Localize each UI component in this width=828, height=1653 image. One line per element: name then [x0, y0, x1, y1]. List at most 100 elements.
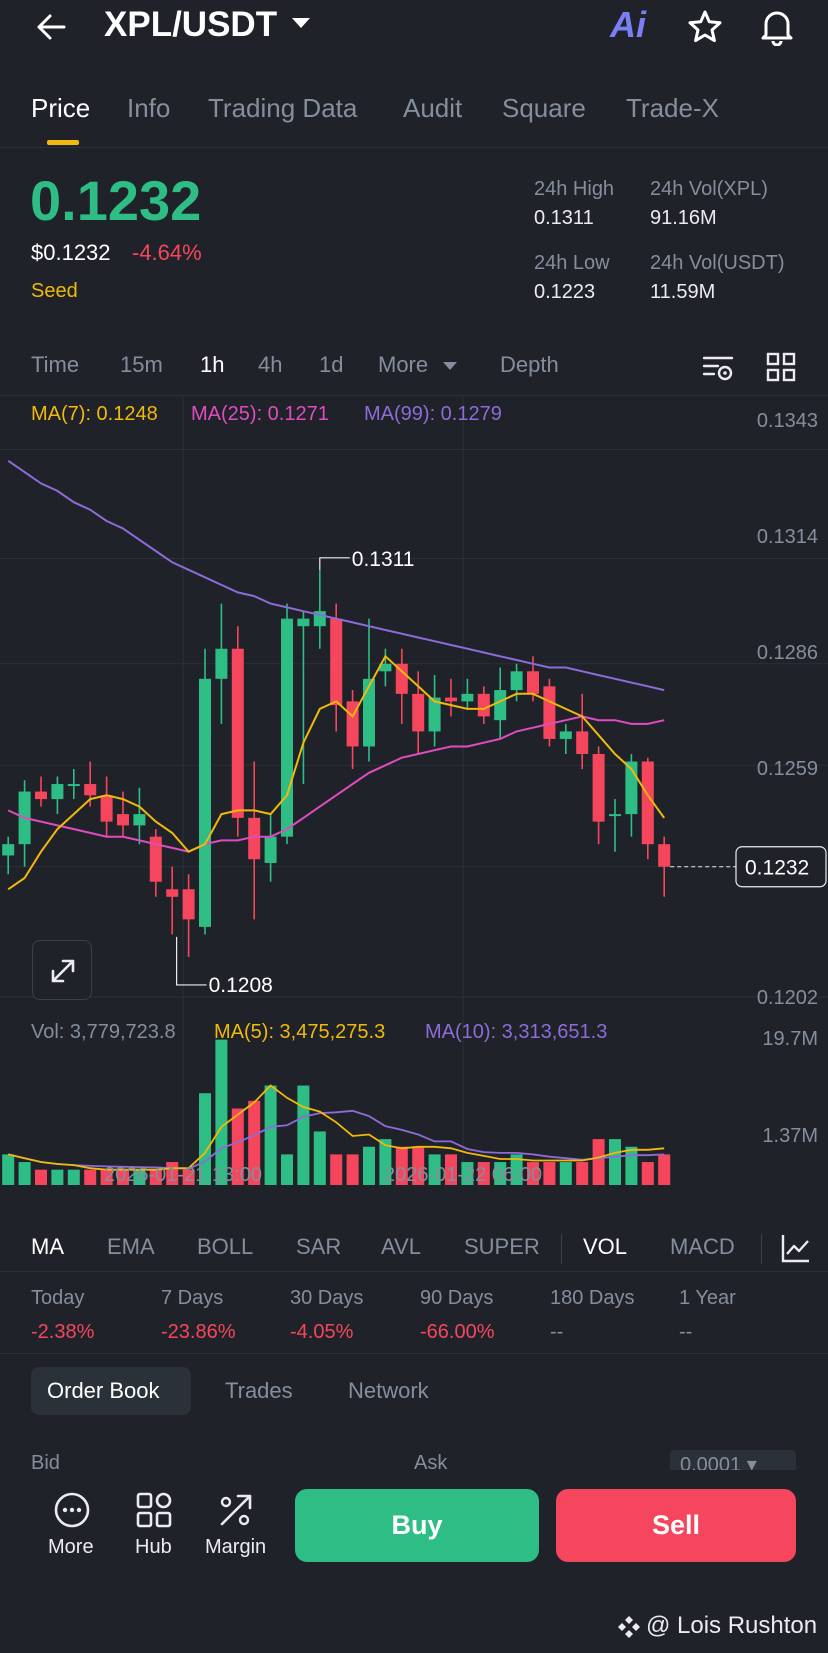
volume-bar: [2, 1154, 15, 1185]
perf-label-7d: 7 Days: [161, 1287, 224, 1309]
indicator-super[interactable]: SUPER: [464, 1234, 540, 1259]
volume-bar: [461, 1162, 474, 1185]
ma7-legend: MA(7): 0.1248: [31, 403, 158, 425]
interval-depth[interactable]: Depth: [500, 352, 559, 377]
tab-order-book[interactable]: Order Book: [47, 1378, 160, 1403]
volume-bar: [592, 1139, 605, 1185]
candle-body: [264, 836, 277, 863]
pair-dropdown-icon[interactable]: [292, 18, 310, 28]
ai-assistant-icon[interactable]: Ai: [610, 4, 646, 45]
indicator-sar[interactable]: SAR: [296, 1234, 342, 1259]
candle-body: [379, 663, 392, 672]
tab-trade-x[interactable]: Trade-X: [626, 93, 719, 123]
indicator-ma[interactable]: MA: [31, 1234, 64, 1259]
chart-settings-icon[interactable]: [702, 354, 734, 382]
last-price: 0.1232: [30, 169, 202, 232]
volume-bar: [609, 1139, 621, 1185]
perf-label-90d: 90 Days: [420, 1287, 494, 1309]
hub-icon[interactable]: [134, 1490, 174, 1530]
tab-network[interactable]: Network: [348, 1378, 429, 1403]
more-icon[interactable]: [52, 1490, 92, 1530]
candle-body: [395, 663, 408, 694]
perf-value-180d: --: [550, 1321, 564, 1343]
volume-bar: [231, 1108, 244, 1185]
volume-bar: [346, 1154, 359, 1185]
pair-title[interactable]: XPL/USDT: [104, 5, 278, 44]
volume-bar: [379, 1139, 392, 1185]
margin-icon[interactable]: [216, 1490, 256, 1530]
tab-info[interactable]: Info: [127, 93, 171, 123]
tab-trading-data[interactable]: Trading Data: [208, 93, 358, 123]
tab-square[interactable]: Square: [502, 93, 586, 123]
perf-label-180d: 180 Days: [550, 1287, 635, 1309]
volume-bar: [527, 1162, 539, 1185]
candle-body: [494, 690, 507, 721]
ma99-legend: MA(99): 0.1279: [364, 403, 502, 425]
ma25-line: [7, 715, 665, 853]
time-axis-label: 2026-01-22 06:00: [384, 1164, 542, 1185]
ma25-legend: MA(25): 0.1271: [191, 403, 329, 425]
interval-time[interactable]: Time: [31, 352, 80, 377]
price-chart[interactable]: 0.1311 0.1208 0.1232 0.1343 0.1314 0.1286 0.12…: [0, 397, 828, 1185]
tab-price[interactable]: Price: [31, 93, 91, 123]
grid-layout-icon[interactable]: [766, 352, 796, 382]
interval-more[interactable]: More: [378, 352, 429, 377]
expand-chart-button[interactable]: [32, 940, 92, 1000]
price-axis-tick: 0.1202: [757, 987, 818, 1009]
candle-body: [51, 784, 64, 800]
candlestick-chart[interactable]: 0.1311 0.1208 0.1232 0.1343 0.1314 0.1286 0.12…: [0, 397, 828, 1185]
sell-button[interactable]: Sell: [556, 1489, 796, 1562]
current-price-label: 0.1232: [745, 857, 809, 880]
interval-1h[interactable]: 1h: [200, 352, 225, 377]
vol-base-label: 24h Vol(XPL): [650, 178, 768, 200]
candle-body: [477, 693, 490, 717]
indicator-vol[interactable]: VOL: [583, 1234, 628, 1259]
back-arrow-icon[interactable]: [34, 10, 68, 44]
buy-button[interactable]: Buy: [295, 1489, 539, 1562]
vol-base-value: 91.16M: [650, 207, 717, 229]
candle-body: [592, 753, 605, 822]
volume-bar: [494, 1162, 507, 1185]
indicator-divider: [761, 1234, 762, 1264]
interval-1d[interactable]: 1d: [319, 352, 344, 377]
indicator-divider: [561, 1234, 562, 1264]
margin-label[interactable]: Margin: [205, 1536, 267, 1558]
indicator-macd[interactable]: MACD: [670, 1234, 735, 1259]
vol-quote-label: 24h Vol(USDT): [650, 252, 785, 274]
candle-body: [527, 671, 539, 694]
more-dropdown-icon[interactable]: [443, 362, 457, 370]
tab-audit[interactable]: Audit: [403, 93, 463, 123]
more-label[interactable]: More: [48, 1536, 94, 1558]
indicator-settings-icon[interactable]: [780, 1232, 812, 1264]
candle-body: [215, 648, 228, 679]
tab-trades[interactable]: Trades: [225, 1378, 293, 1403]
low-marker-label: 0.1208: [209, 974, 273, 997]
hub-label[interactable]: Hub: [135, 1536, 172, 1558]
price-axis-tick: 0.1343: [757, 410, 818, 432]
top-bar: XPL/USDT Ai: [0, 0, 828, 56]
bell-icon[interactable]: [758, 6, 796, 46]
indicator-avl[interactable]: AVL: [381, 1234, 421, 1259]
volume-axis-tick: 1.37M: [762, 1125, 818, 1147]
tab-order-book-bg[interactable]: [31, 1367, 191, 1415]
candle-body: [445, 697, 457, 702]
candle-body: [2, 844, 15, 856]
volume-bar: [133, 1169, 146, 1185]
high-marker-line: [319, 557, 350, 570]
indicator-ema[interactable]: EMA: [107, 1234, 155, 1259]
low-value: 0.1223: [534, 281, 596, 303]
interval-4h[interactable]: 4h: [258, 352, 283, 377]
volume-bar: [18, 1162, 31, 1185]
volume-bar: [543, 1162, 556, 1185]
seed-tag[interactable]: Seed: [31, 280, 78, 302]
indicator-boll[interactable]: BOLL: [197, 1234, 254, 1259]
star-icon[interactable]: [686, 8, 724, 46]
volume-bar: [428, 1154, 441, 1185]
candle-body: [149, 836, 162, 882]
candle-body: [641, 761, 654, 845]
perf-value-30d: -4.05%: [290, 1321, 354, 1343]
interval-15m[interactable]: 15m: [120, 352, 163, 377]
candle-body: [543, 686, 556, 739]
volume-bar: [330, 1154, 343, 1185]
price-axis-tick: 0.1286: [757, 642, 818, 664]
